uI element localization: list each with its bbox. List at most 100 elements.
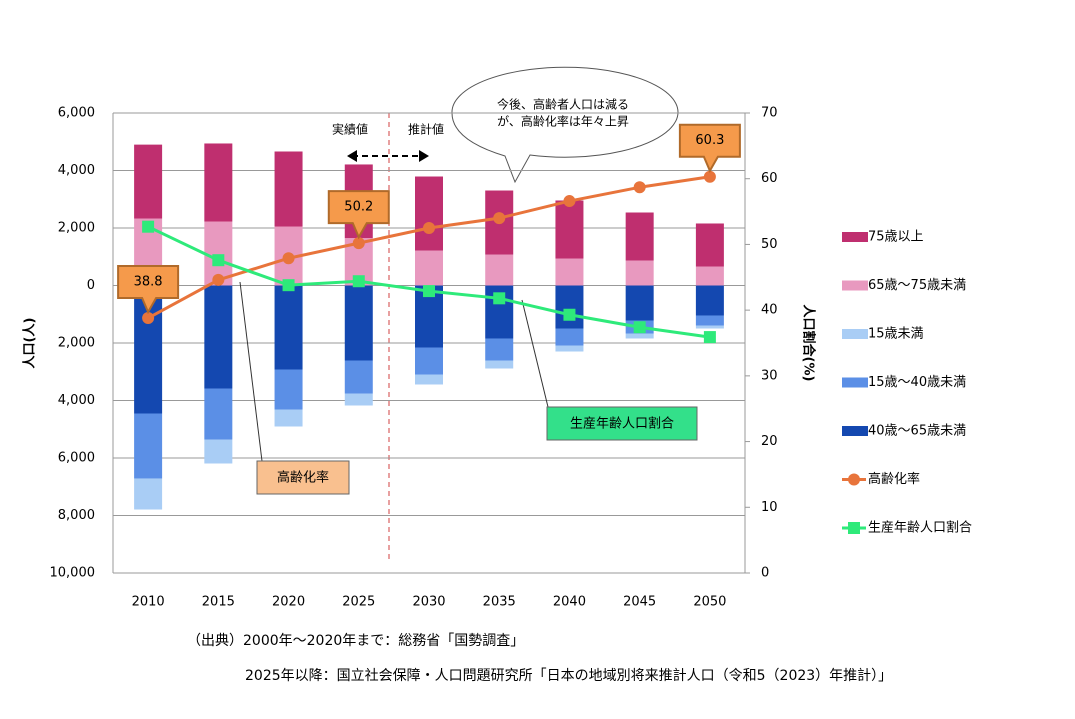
point bbox=[352, 237, 365, 250]
point bbox=[212, 273, 225, 286]
data-label: 60.3 bbox=[695, 133, 724, 148]
point bbox=[423, 222, 435, 234]
legend-label: 40歳～65歳未満 bbox=[868, 424, 966, 439]
bar bbox=[204, 285, 233, 389]
bar bbox=[625, 212, 654, 261]
x-tick-label: 2010 bbox=[132, 595, 165, 610]
bar bbox=[555, 345, 584, 352]
y-tick-label: 10,000 bbox=[50, 566, 96, 581]
bar bbox=[415, 374, 443, 385]
source: 2025年以降：国立社会保障・人口問題研究所「日本の地域別将来推計人口（令和5（… bbox=[245, 668, 892, 684]
x-tick-label: 2020 bbox=[272, 595, 305, 610]
legend-marker bbox=[848, 522, 860, 534]
leader bbox=[239, 281, 263, 462]
y2-tick-label: 50 bbox=[761, 237, 778, 252]
legend-swatch bbox=[842, 232, 868, 242]
y2-tick-label: 40 bbox=[761, 303, 778, 318]
bar bbox=[555, 328, 584, 346]
y2-tick-label: 70 bbox=[761, 106, 778, 121]
annotation: が、高齢化率は年々上昇 bbox=[497, 114, 629, 129]
bar bbox=[625, 285, 654, 321]
bar bbox=[415, 250, 443, 286]
bar bbox=[344, 285, 373, 361]
annotation: 今後、高齢者人口は減る bbox=[497, 97, 629, 112]
point bbox=[282, 279, 295, 292]
bar bbox=[344, 393, 373, 406]
arrow-head bbox=[419, 150, 429, 162]
y2-tick-label: 10 bbox=[761, 500, 778, 515]
bar bbox=[485, 254, 514, 286]
bar bbox=[134, 413, 163, 479]
y-tick-label: 8,000 bbox=[58, 508, 95, 523]
y-tick-label: 2,000 bbox=[58, 221, 95, 236]
annotation-box bbox=[546, 406, 698, 441]
annotation: 実績値 bbox=[332, 122, 368, 137]
x-tick-label: 2030 bbox=[412, 595, 445, 610]
source: （出典）2000年～2020年まで：総務省「国勢調査」 bbox=[187, 633, 524, 649]
point bbox=[493, 212, 506, 225]
bar bbox=[134, 144, 163, 219]
bar bbox=[695, 315, 724, 326]
legend-label: 高齢化率 bbox=[868, 471, 920, 487]
point bbox=[633, 321, 646, 334]
y2-axis-label: 人口割合(%) bbox=[801, 305, 817, 382]
speech-bubble bbox=[451, 66, 679, 184]
legend-swatch bbox=[842, 329, 868, 339]
data-label: 50.2 bbox=[344, 200, 373, 215]
x-tick-label: 2025 bbox=[342, 595, 375, 610]
annotation-box bbox=[256, 460, 350, 495]
y-tick-label: 2,000 bbox=[58, 336, 95, 351]
x-tick-label: 2040 bbox=[553, 595, 586, 610]
legend-label: 75歳以上 bbox=[868, 230, 924, 245]
bar bbox=[695, 266, 724, 286]
x-tick-label: 2015 bbox=[202, 595, 235, 610]
y-tick-label: 4,000 bbox=[58, 393, 95, 408]
legend-label: 生産年齢人口割合 bbox=[868, 520, 972, 536]
legend-swatch bbox=[842, 426, 868, 436]
annotation: 高齢化率 bbox=[277, 470, 329, 486]
callout bbox=[117, 265, 180, 315]
legend-label: 15歳～40歳未満 bbox=[868, 375, 966, 390]
bar bbox=[415, 176, 443, 251]
legend-marker bbox=[848, 473, 860, 486]
legend-label: 15歳未満 bbox=[868, 327, 924, 342]
point bbox=[282, 252, 295, 265]
y-axis-label: 人口(人) bbox=[22, 318, 38, 369]
point bbox=[212, 254, 225, 267]
x-tick-label: 2050 bbox=[693, 595, 726, 610]
y-tick-label: 6,000 bbox=[58, 451, 95, 466]
legend-swatch bbox=[842, 280, 868, 291]
bar bbox=[485, 338, 514, 361]
bar bbox=[695, 285, 724, 316]
point bbox=[352, 275, 365, 288]
bar bbox=[625, 333, 654, 339]
leader bbox=[521, 299, 549, 408]
point bbox=[142, 312, 155, 325]
bar bbox=[274, 285, 303, 370]
legend-label: 65歳～75歳未満 bbox=[868, 278, 966, 293]
y-tick-label: 0 bbox=[87, 278, 95, 293]
bar bbox=[274, 409, 303, 427]
annotation: 生産年齢人口割合 bbox=[570, 416, 674, 432]
bar bbox=[555, 258, 584, 286]
annotation: 推計値 bbox=[408, 122, 444, 137]
point bbox=[142, 220, 155, 233]
y-tick-label: 6,000 bbox=[58, 106, 95, 121]
point bbox=[703, 331, 716, 344]
arrow-head bbox=[347, 150, 357, 162]
x-tick-label: 2045 bbox=[623, 595, 656, 610]
bar bbox=[204, 439, 233, 464]
bar bbox=[204, 143, 233, 222]
y-tick-label: 4,000 bbox=[58, 163, 95, 178]
bar bbox=[555, 285, 584, 329]
bar bbox=[625, 260, 654, 286]
callout bbox=[678, 123, 741, 173]
x-tick-label: 2035 bbox=[483, 595, 516, 610]
point bbox=[493, 292, 506, 305]
point bbox=[563, 195, 576, 208]
legend-swatch bbox=[842, 377, 868, 388]
bar bbox=[204, 388, 233, 440]
bar bbox=[274, 369, 303, 410]
y2-tick-label: 60 bbox=[761, 171, 778, 186]
